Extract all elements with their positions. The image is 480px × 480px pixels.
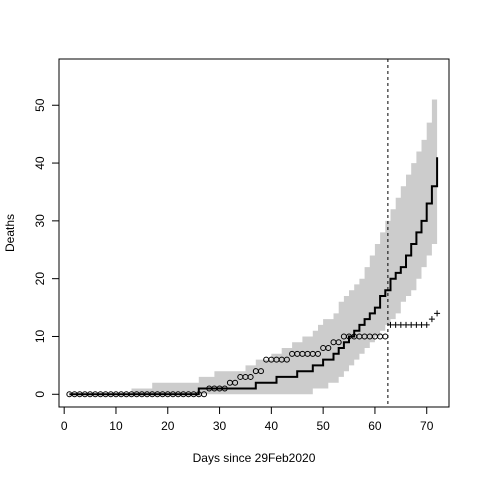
projected-point xyxy=(397,321,404,328)
projected-point xyxy=(434,310,441,317)
x-tick-label: 40 xyxy=(265,419,279,433)
x-tick-label: 0 xyxy=(61,419,68,433)
projected-point xyxy=(408,321,415,328)
y-tick-label: 30 xyxy=(33,214,47,228)
projected-point xyxy=(392,321,399,328)
observed-point xyxy=(335,339,342,346)
projected-point xyxy=(428,316,435,323)
x-tick-label: 60 xyxy=(368,419,382,433)
y-tick-label: 40 xyxy=(33,156,47,170)
observed-point xyxy=(283,356,290,363)
y-axis: 0 10 20 30 40 50 xyxy=(33,98,60,398)
observed-point xyxy=(314,350,321,357)
x-tick-label: 70 xyxy=(420,419,434,433)
fitted-line-layer xyxy=(69,157,439,396)
x-tick-label: 10 xyxy=(109,419,123,433)
observed-points-layer xyxy=(66,310,441,398)
observed-point xyxy=(257,368,264,375)
projected-point xyxy=(403,321,410,328)
confidence-band xyxy=(69,76,438,395)
x-tick-label: 20 xyxy=(161,419,175,433)
observed-point xyxy=(232,379,239,386)
projected-point xyxy=(413,321,420,328)
x-tick-label: 50 xyxy=(316,419,330,433)
fitted-deaths-line xyxy=(69,157,439,396)
y-axis-label: Deaths xyxy=(3,214,17,252)
y-tick-label: 10 xyxy=(33,329,47,343)
observed-point xyxy=(221,385,228,392)
x-axis-label: Days since 29Feb2020 xyxy=(193,451,316,465)
observed-point xyxy=(201,391,208,398)
x-axis: 0 10 20 30 40 50 60 70 xyxy=(61,406,434,433)
y-tick-label: 20 xyxy=(33,272,47,286)
observed-point xyxy=(382,333,389,340)
projected-point xyxy=(423,321,430,328)
observed-point xyxy=(325,345,332,352)
x-tick-label: 30 xyxy=(213,419,227,433)
y-tick-label: 0 xyxy=(33,391,47,398)
projected-point xyxy=(418,321,425,328)
observed-point xyxy=(247,373,254,380)
y-tick-label: 50 xyxy=(33,98,47,112)
projected-point xyxy=(387,321,394,328)
confidence-band-layer xyxy=(69,76,438,395)
